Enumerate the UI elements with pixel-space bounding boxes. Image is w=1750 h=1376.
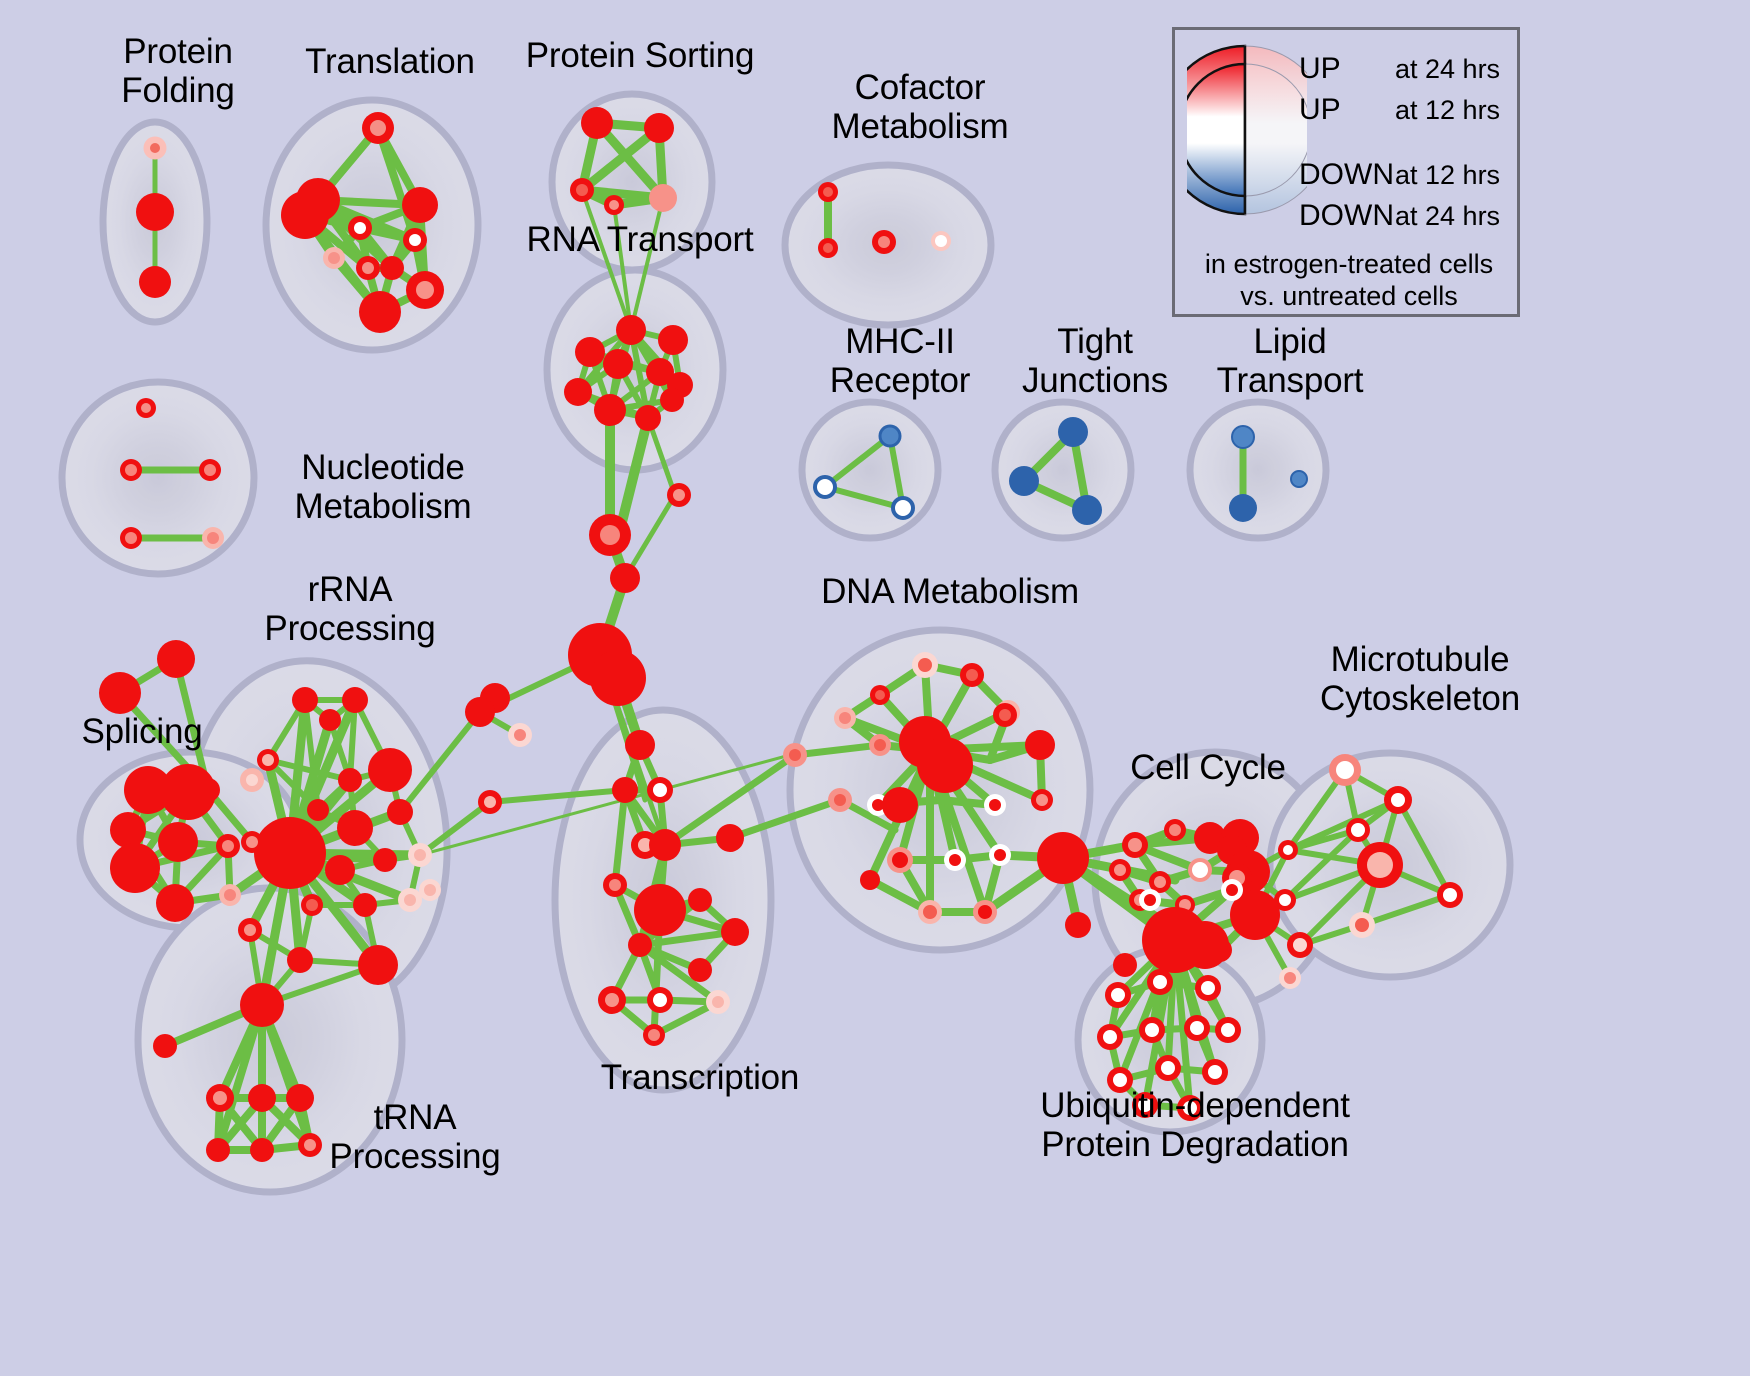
cluster-label-trna-processing: tRNA Processing [329, 1098, 501, 1177]
node-group-cell-cycle [1109, 819, 1280, 977]
cluster-label-splicing: Splicing [81, 712, 203, 751]
legend-rows: UP at 24 hrs UP at 12 hrs DOWN at 12 hrs… [1299, 52, 1521, 240]
node-group-translation [281, 112, 444, 333]
legend-row-up-12: UP at 12 hrs [1299, 93, 1521, 134]
cluster-label-nucleotide-metabolism: Nucleotide Metabolism [294, 448, 472, 527]
cluster-label-microtubule-cytoskeleton: Microtubule Cytoskeleton [1320, 640, 1520, 719]
cluster-label-cell-cycle: Cell Cycle [1130, 748, 1286, 787]
node-group-lipid-transport [1229, 425, 1308, 522]
node-group-splicing [99, 640, 241, 922]
node-group-tight-junctions [1009, 417, 1102, 525]
legend-direction-down-12: DOWN [1299, 158, 1394, 191]
cluster-label-cofactor-metabolism: Cofactor Metabolism [831, 68, 1009, 147]
legend-spacer [1299, 134, 1521, 158]
node-group-transcription [598, 824, 749, 1046]
cluster-label-dna-metabolism: DNA Metabolism [821, 572, 1079, 611]
legend-direction-down-24: DOWN [1299, 199, 1394, 232]
legend-time-down-24: at 24 hrs [1395, 201, 1501, 231]
legend-panel: UP at 24 hrs UP at 12 hrs DOWN at 12 hrs… [1172, 27, 1520, 317]
node-group-ubiquitin [1097, 969, 1241, 1121]
node-group-rna-transport [564, 315, 693, 431]
node-group-mhc-ii [813, 424, 915, 520]
hull-nucleotide-metabolism [58, 378, 258, 578]
cluster-label-ubiquitin-degradation: Ubiquitin-dependent Protein Degradation [1040, 1086, 1350, 1165]
legend-color-wheel [1187, 44, 1307, 216]
cluster-label-protein-folding: Protein Folding [121, 32, 235, 111]
legend-footer-text: in estrogen-treated cells vs. untreated … [1204, 249, 1494, 312]
node-group-cofactor-metabolism [818, 182, 951, 258]
legend-time-down-12: at 12 hrs [1395, 160, 1501, 190]
hull-mhc-ii [798, 398, 942, 542]
legend-time-up-24: at 24 hrs [1395, 54, 1501, 84]
node-group-protein-sorting [570, 107, 677, 215]
node-group-dna-metabolism [783, 652, 1055, 924]
cluster-label-rna-transport: RNA Transport [526, 220, 754, 259]
cluster-label-transcription: Transcription [600, 1058, 800, 1097]
node-group-trna-processing [153, 983, 322, 1162]
cluster-label-lipid-transport: Lipid Transport [1216, 322, 1364, 401]
node-group-protein-folding [136, 136, 174, 298]
legend-row-down-12: DOWN at 12 hrs [1299, 158, 1521, 199]
cluster-label-mhc-ii-receptor: MHC-II Receptor [829, 322, 971, 401]
cluster-label-tight-junctions: Tight Junctions [1021, 322, 1169, 401]
node-group-nucleotide-metabolism [120, 398, 224, 549]
legend-time-up-12: at 12 hrs [1395, 95, 1501, 125]
network-nodes [99, 107, 1463, 1162]
legend-direction-up-24: UP [1299, 52, 1341, 85]
cluster-label-rrna-processing: rRNA Processing [264, 570, 436, 649]
cluster-label-protein-sorting: Protein Sorting [525, 36, 755, 75]
cluster-label-translation: Translation [305, 42, 475, 81]
node-group-rrna-processing [238, 687, 441, 985]
hull-lipid-transport [1186, 398, 1330, 542]
node-bridge-hub [1037, 832, 1089, 884]
node-bridge-small [1065, 912, 1091, 938]
legend-row-up-24: UP at 24 hrs [1299, 52, 1521, 93]
node-group-microtubule [1274, 754, 1463, 989]
node-group-spine [465, 483, 691, 814]
legend-direction-up-12: UP [1299, 93, 1341, 126]
legend-row-down-24: DOWN at 24 hrs [1299, 199, 1521, 240]
